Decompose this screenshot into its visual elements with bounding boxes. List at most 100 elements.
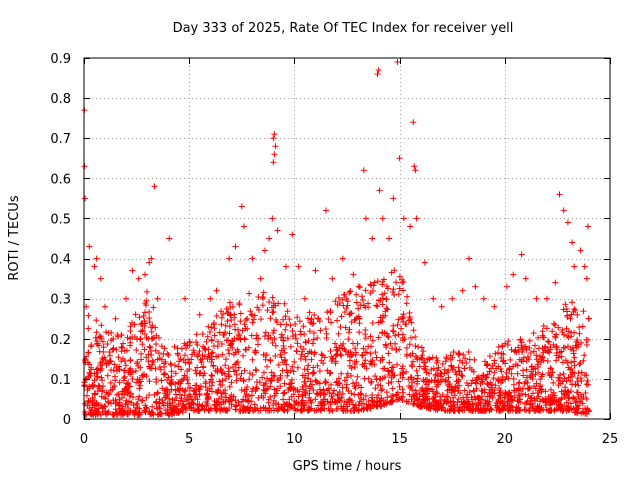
data-point [143, 288, 150, 295]
data-point [270, 302, 277, 309]
data-point [214, 365, 221, 372]
data-point [137, 328, 144, 335]
data-point [328, 381, 335, 388]
data-point [311, 311, 318, 318]
data-point [560, 207, 567, 214]
data-point [270, 159, 277, 166]
data-point [530, 330, 537, 337]
data-point [558, 395, 565, 402]
data-point [322, 207, 329, 214]
data-point [165, 352, 172, 359]
data-point [533, 380, 540, 387]
data-point [508, 370, 515, 377]
data-point [115, 402, 122, 409]
data-point [143, 373, 150, 380]
data-point [156, 400, 163, 407]
data-point [155, 411, 162, 418]
data-point [369, 394, 376, 401]
data-point [295, 263, 302, 270]
data-point [332, 298, 339, 305]
data-point [93, 370, 100, 377]
data-point [405, 399, 412, 406]
data-point [354, 340, 361, 347]
data-point [135, 396, 142, 403]
data-point [343, 374, 350, 381]
data-point [356, 284, 363, 291]
data-point [300, 346, 307, 353]
data-point [395, 316, 402, 323]
data-point [375, 334, 382, 341]
data-point [406, 391, 413, 398]
data-point [121, 347, 128, 354]
data-point [91, 397, 98, 404]
data-point [455, 350, 462, 357]
data-point [475, 375, 482, 382]
data-point [142, 271, 149, 278]
data-point [540, 406, 547, 413]
data-point [409, 363, 416, 370]
data-point [419, 355, 426, 362]
data-point [120, 409, 127, 416]
data-point [299, 402, 306, 409]
data-point [181, 352, 188, 359]
data-point [415, 343, 422, 350]
data-point [361, 375, 368, 382]
data-point [237, 318, 244, 325]
data-point [539, 371, 546, 378]
data-point [483, 407, 490, 414]
data-point [340, 405, 347, 412]
data-point [331, 398, 338, 405]
data-point [410, 327, 417, 334]
data-point [298, 398, 305, 405]
data-point [85, 325, 92, 332]
data-point [231, 368, 238, 375]
data-point [362, 349, 369, 356]
data-point [139, 397, 146, 404]
data-point [495, 407, 502, 414]
data-point [271, 131, 278, 138]
data-point [107, 357, 114, 364]
data-point [379, 215, 386, 222]
data-point [360, 345, 367, 352]
data-point [484, 380, 491, 387]
data-point [502, 340, 509, 347]
data-point [291, 358, 298, 365]
data-point [95, 409, 102, 416]
x-axis-label: GPS time / hours [293, 459, 402, 474]
data-point [168, 368, 175, 375]
data-point [550, 389, 557, 396]
data-point [327, 348, 334, 355]
data-point [351, 391, 358, 398]
data-point [362, 287, 369, 294]
data-point [259, 374, 266, 381]
data-point [150, 359, 157, 366]
data-point [232, 406, 239, 413]
data-point [171, 362, 178, 369]
data-point [442, 376, 449, 383]
data-point [518, 251, 525, 258]
data-point [241, 321, 248, 328]
data-point [492, 350, 499, 357]
data-point [395, 378, 402, 385]
data-point [420, 391, 427, 398]
data-point [150, 304, 157, 311]
data-point [463, 394, 470, 401]
data-point [308, 315, 315, 322]
data-point [381, 290, 388, 297]
data-point [154, 295, 161, 302]
data-point [374, 71, 381, 78]
data-point [361, 302, 368, 309]
data-point [573, 338, 580, 345]
data-point [306, 407, 313, 414]
data-point [234, 346, 241, 353]
data-point [244, 315, 251, 322]
data-point [85, 359, 92, 366]
data-point [465, 349, 472, 356]
data-point [388, 379, 395, 386]
data-point [495, 376, 502, 383]
data-point [364, 300, 371, 307]
data-point [379, 318, 386, 325]
y-tick-label: 0.3 [50, 293, 71, 308]
data-point [108, 337, 115, 344]
data-point [334, 351, 341, 358]
